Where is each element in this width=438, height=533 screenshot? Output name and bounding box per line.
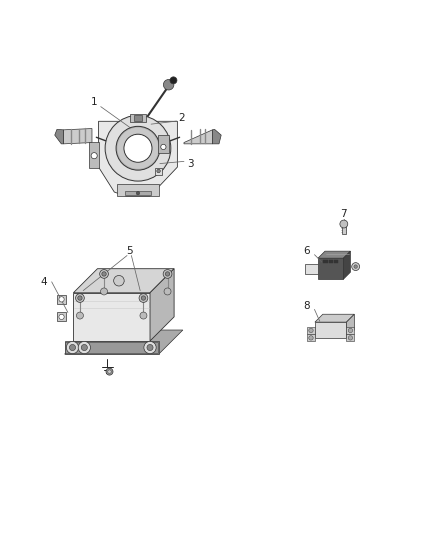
- Polygon shape: [318, 251, 350, 258]
- Circle shape: [59, 297, 64, 302]
- Polygon shape: [150, 269, 174, 341]
- Circle shape: [352, 263, 360, 271]
- Circle shape: [136, 191, 140, 195]
- Bar: [334, 260, 338, 263]
- Circle shape: [69, 344, 76, 351]
- Bar: [117, 184, 159, 196]
- Circle shape: [106, 117, 170, 180]
- Polygon shape: [212, 130, 221, 144]
- Bar: [346, 334, 354, 342]
- Bar: [328, 260, 333, 263]
- Circle shape: [59, 314, 64, 319]
- Bar: [66, 342, 158, 353]
- Circle shape: [144, 342, 156, 354]
- Bar: [342, 224, 346, 233]
- Circle shape: [170, 77, 177, 84]
- Circle shape: [348, 336, 353, 340]
- Bar: [307, 334, 315, 342]
- Circle shape: [81, 344, 87, 351]
- Text: 8: 8: [303, 301, 310, 311]
- Circle shape: [140, 312, 147, 319]
- Bar: [134, 115, 142, 120]
- Circle shape: [309, 336, 313, 340]
- Circle shape: [105, 115, 171, 181]
- Circle shape: [354, 265, 357, 268]
- Circle shape: [106, 368, 113, 375]
- Circle shape: [116, 126, 160, 170]
- Polygon shape: [55, 130, 64, 144]
- Circle shape: [125, 135, 151, 161]
- Circle shape: [99, 270, 108, 278]
- Polygon shape: [315, 314, 354, 322]
- Bar: [89, 142, 99, 168]
- Circle shape: [157, 169, 160, 173]
- Polygon shape: [184, 130, 212, 144]
- Text: 5: 5: [126, 246, 133, 256]
- Circle shape: [166, 272, 170, 276]
- Circle shape: [108, 370, 111, 374]
- Circle shape: [141, 296, 145, 300]
- Polygon shape: [305, 264, 318, 274]
- Polygon shape: [343, 251, 350, 279]
- Circle shape: [309, 328, 313, 333]
- Circle shape: [100, 288, 107, 295]
- Polygon shape: [346, 314, 354, 338]
- Polygon shape: [74, 269, 174, 293]
- Bar: [158, 135, 169, 152]
- Text: 3: 3: [187, 159, 194, 168]
- Bar: [323, 260, 328, 263]
- Polygon shape: [318, 258, 343, 279]
- Circle shape: [117, 128, 159, 169]
- Text: 6: 6: [303, 246, 310, 256]
- Polygon shape: [315, 322, 346, 338]
- Bar: [130, 114, 146, 122]
- Circle shape: [163, 270, 172, 278]
- Bar: [57, 295, 67, 304]
- Circle shape: [78, 296, 82, 300]
- Bar: [65, 341, 159, 354]
- Circle shape: [161, 144, 166, 150]
- Polygon shape: [65, 330, 183, 354]
- Text: 1: 1: [91, 97, 98, 107]
- Circle shape: [139, 294, 148, 302]
- Polygon shape: [99, 122, 177, 196]
- Polygon shape: [64, 128, 92, 144]
- Circle shape: [348, 328, 353, 333]
- Circle shape: [163, 79, 174, 90]
- Text: 7: 7: [340, 209, 347, 219]
- Circle shape: [164, 288, 171, 295]
- Circle shape: [102, 272, 106, 276]
- Bar: [57, 312, 67, 321]
- Circle shape: [114, 276, 124, 286]
- Circle shape: [76, 312, 83, 319]
- Bar: [155, 167, 162, 174]
- Bar: [125, 190, 151, 195]
- Polygon shape: [74, 293, 150, 341]
- Circle shape: [91, 152, 97, 159]
- Bar: [346, 327, 354, 334]
- Circle shape: [76, 294, 84, 302]
- Circle shape: [147, 344, 153, 351]
- Circle shape: [78, 342, 90, 354]
- Text: 2: 2: [178, 112, 185, 123]
- Text: 4: 4: [40, 277, 47, 287]
- Circle shape: [340, 220, 348, 228]
- Circle shape: [124, 134, 152, 162]
- Circle shape: [67, 342, 79, 354]
- Bar: [307, 327, 315, 334]
